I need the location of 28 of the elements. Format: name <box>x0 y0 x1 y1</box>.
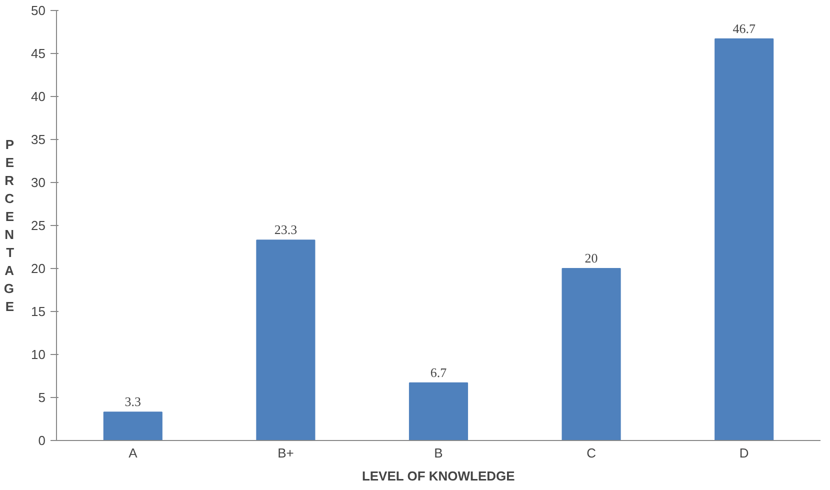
data-label: 23.3 <box>274 222 298 238</box>
y-tick-label: 15 <box>31 304 46 319</box>
data-label: 46.7 <box>732 20 756 36</box>
x-axis-title: LEVEL OF KNOWLEDGE <box>362 468 516 484</box>
bar <box>714 38 774 440</box>
y-tick-label: 40 <box>31 89 46 104</box>
y-tick-label: 30 <box>31 175 46 190</box>
data-label: 3.3 <box>124 394 142 410</box>
y-tick-label: 45 <box>31 46 46 61</box>
text: PERCENTAGE <box>4 137 14 314</box>
y-tick-label: 10 <box>31 347 46 362</box>
x-tick-label: B <box>434 446 443 460</box>
y-tick-label: 5 <box>38 390 46 405</box>
bar <box>103 412 162 440</box>
data-label: 6.7 <box>430 364 448 380</box>
bar <box>256 240 316 440</box>
y-tick-label: 20 <box>31 261 46 276</box>
y-tick-label: 50 <box>31 3 46 18</box>
x-tick-label: A <box>128 446 138 460</box>
x-tick-label: C <box>586 446 596 460</box>
data-label: 20 <box>584 250 598 266</box>
y-tick-label: 0 <box>38 433 46 448</box>
bar <box>408 382 468 440</box>
x-tick-label: B+ <box>278 446 294 460</box>
x-tick-label: D <box>739 446 749 460</box>
bar <box>562 268 621 440</box>
y-tick-label: 35 <box>31 132 46 147</box>
y-tick-label: 25 <box>31 218 46 233</box>
